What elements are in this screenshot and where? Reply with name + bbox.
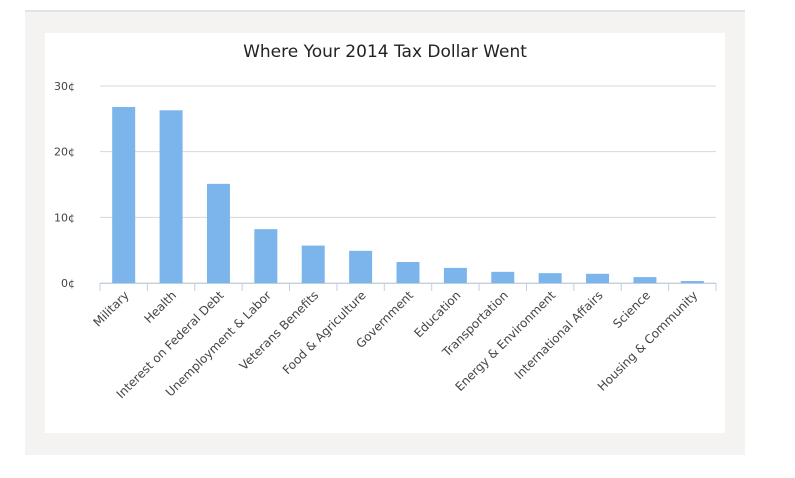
y-tick-label: 30¢ [54,80,75,93]
bar [349,250,373,283]
bar [396,261,420,283]
bar [254,229,278,283]
y-tick-label: 20¢ [54,146,75,159]
bar [491,271,515,283]
x-tick-label: Health [141,288,179,326]
y-tick-label: 10¢ [54,211,75,224]
gridlines [100,85,716,284]
bar [159,110,183,284]
x-tick-label: Military [90,288,131,329]
chart-title: Where Your 2014 Tax Dollar Went [243,42,527,62]
x-tick-label: Science [610,288,653,331]
x-tick-label: Housing & Community [595,288,701,394]
x-tick-label: International Affairs [512,288,606,382]
bar [680,281,704,283]
bar [586,273,610,283]
bar [538,273,562,283]
y-axis-labels: 0¢ 10¢ 20¢ 30¢ [54,80,75,290]
x-tick-label: Veterans Benefits [237,288,322,373]
bar [443,267,467,283]
bar [301,245,325,283]
chart-card [45,33,725,433]
y-tick-label: 0¢ [61,277,75,290]
x-tick-label: Food & Agriculture [280,288,369,377]
bars [112,107,704,284]
bar [206,183,230,283]
bar [112,107,136,283]
bar [633,277,657,283]
